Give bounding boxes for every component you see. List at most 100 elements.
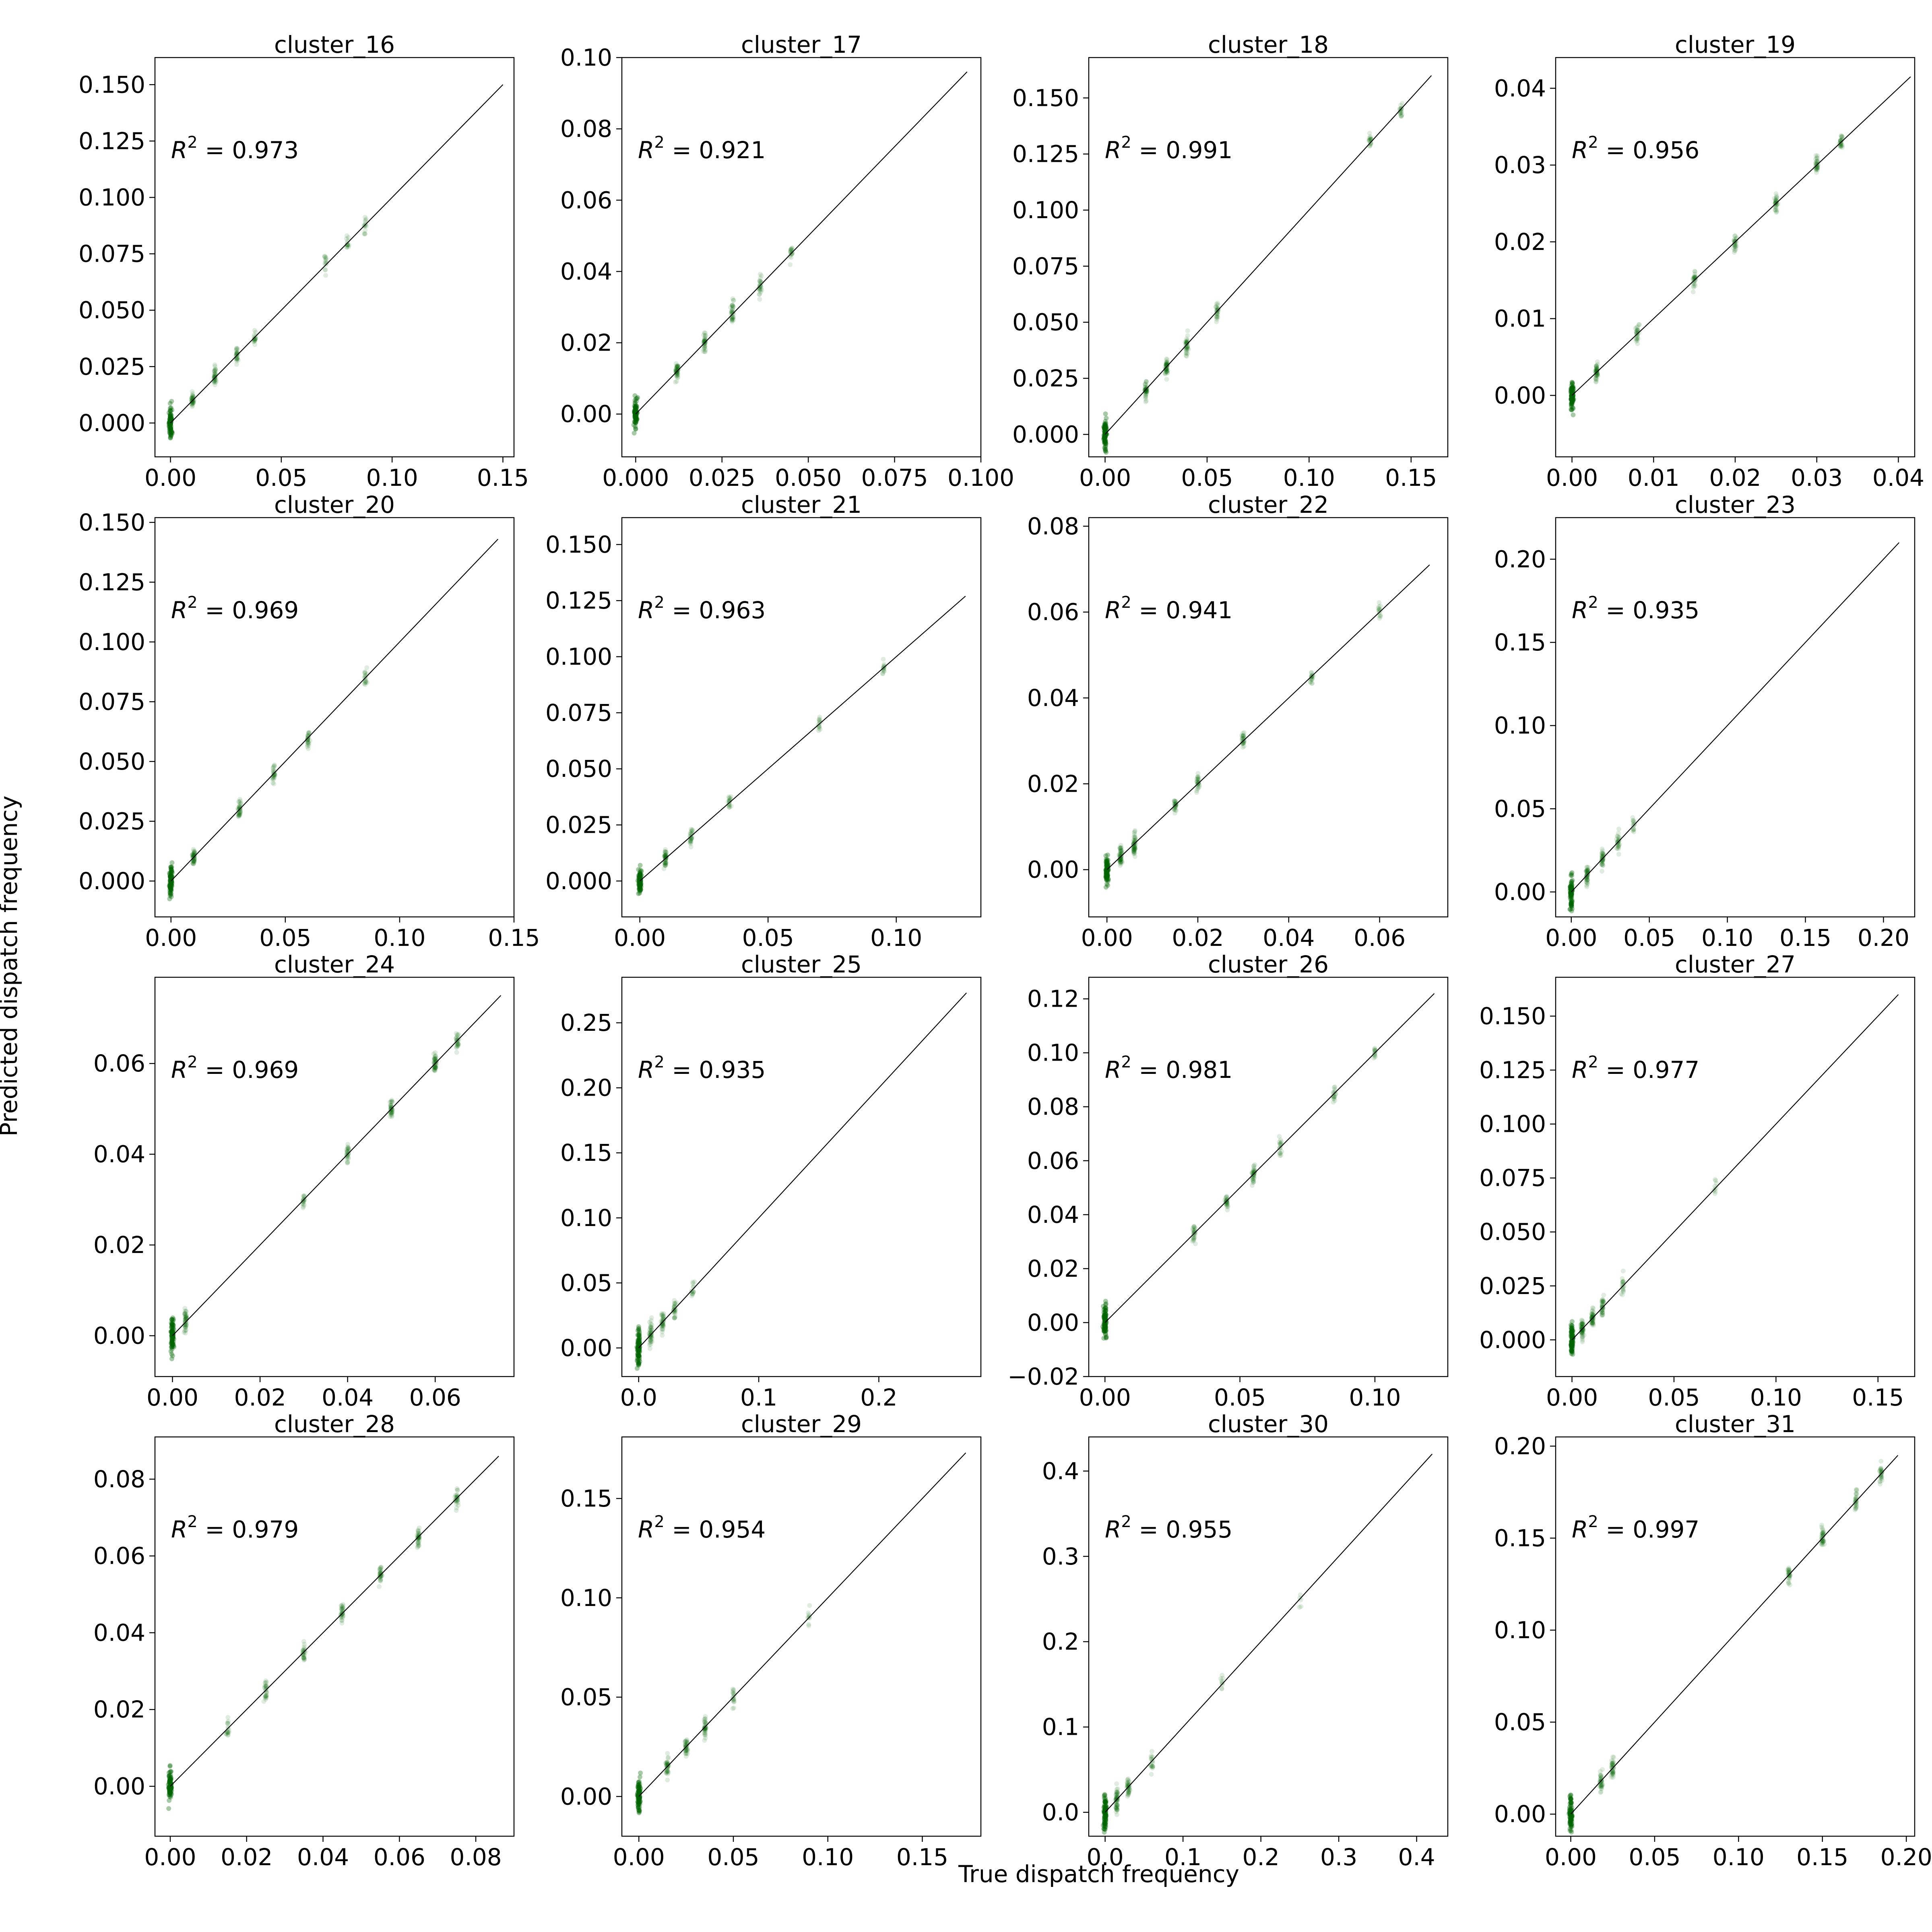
data-point — [1774, 208, 1779, 213]
data-point — [1693, 275, 1698, 281]
data-point — [168, 1769, 173, 1774]
data-point — [236, 814, 242, 819]
data-point — [1103, 1325, 1108, 1331]
data-point — [183, 1325, 188, 1330]
data-point — [1569, 1335, 1575, 1341]
data-point — [169, 894, 174, 899]
data-point — [1103, 868, 1108, 873]
data-point — [236, 812, 242, 817]
y-tick-label: 0.100 — [545, 643, 612, 671]
data-point — [1693, 269, 1698, 274]
data-point — [688, 838, 693, 843]
data-point — [1570, 1333, 1575, 1338]
data-point — [1569, 397, 1574, 402]
data-point — [1103, 439, 1108, 444]
data-point — [167, 415, 173, 420]
y-axis-title: Predicted dispatch frequency — [0, 796, 23, 1137]
data-point — [1165, 370, 1170, 376]
data-point — [1601, 1300, 1606, 1305]
data-point — [272, 768, 278, 774]
data-point — [169, 888, 174, 893]
data-point — [1191, 1224, 1197, 1230]
data-point — [1589, 1321, 1594, 1326]
data-point — [1103, 1322, 1108, 1327]
data-point — [169, 884, 174, 889]
data-point — [671, 1310, 676, 1315]
data-point — [389, 1114, 394, 1119]
data-point — [1590, 1320, 1595, 1325]
data-point — [637, 886, 642, 892]
data-point — [636, 1363, 641, 1368]
data-point — [702, 349, 708, 354]
data-point — [1580, 1334, 1585, 1340]
data-point — [1102, 1824, 1107, 1829]
data-point — [1569, 892, 1574, 896]
data-point — [729, 309, 734, 314]
data-point — [415, 1534, 420, 1539]
data-point — [1838, 139, 1843, 144]
data-point — [433, 1065, 438, 1070]
data-point — [1225, 1201, 1230, 1206]
data-point — [636, 1357, 641, 1362]
data-point — [1252, 1169, 1257, 1174]
data-point — [633, 420, 638, 425]
data-point — [1569, 1344, 1575, 1349]
data-point — [1214, 317, 1220, 322]
data-point — [637, 1331, 642, 1336]
data-point — [169, 1333, 174, 1338]
data-point — [455, 1041, 460, 1046]
data-point — [663, 853, 669, 858]
points-layer — [635, 656, 887, 896]
data-point — [730, 1691, 735, 1696]
data-point — [1615, 844, 1620, 849]
data-point — [169, 1345, 175, 1350]
data-point — [1569, 1348, 1575, 1353]
data-point — [675, 363, 680, 369]
y-tick-label: 0.025 — [545, 811, 612, 839]
data-point — [636, 1337, 641, 1342]
data-point — [1690, 289, 1696, 295]
data-point — [1279, 1149, 1284, 1154]
panel-title: cluster_26 — [1208, 951, 1329, 978]
data-point — [1101, 1325, 1106, 1331]
data-point — [633, 405, 638, 410]
data-point — [1184, 336, 1189, 341]
data-point — [1131, 848, 1136, 853]
data-point — [636, 1789, 641, 1794]
data-point — [1118, 855, 1123, 861]
data-point — [635, 1356, 640, 1361]
x-tick-label: 0.06 — [374, 1843, 425, 1871]
data-point — [389, 1099, 394, 1104]
data-point — [1118, 849, 1123, 854]
data-point — [1105, 862, 1110, 867]
data-point — [1184, 347, 1189, 352]
data-point — [378, 1579, 383, 1584]
data-point — [341, 1603, 346, 1608]
data-point — [1131, 846, 1137, 852]
data-point — [1601, 1305, 1606, 1311]
data-point — [634, 396, 640, 401]
data-point — [1215, 306, 1220, 311]
data-point — [1593, 380, 1599, 385]
data-point — [168, 405, 173, 411]
data-point — [1184, 354, 1189, 359]
data-point — [1103, 1308, 1108, 1313]
data-point — [1569, 902, 1574, 907]
data-point — [806, 1622, 811, 1627]
panel-title: cluster_17 — [741, 31, 862, 58]
x-tick-label: 0.3 — [1320, 1843, 1357, 1871]
data-point — [1372, 1053, 1377, 1058]
data-point — [378, 1567, 383, 1572]
data-point — [1173, 807, 1178, 813]
data-point — [637, 1796, 642, 1801]
data-point — [1102, 436, 1107, 442]
data-point — [1195, 776, 1201, 782]
data-point — [638, 887, 643, 892]
data-point — [167, 408, 173, 413]
data-point — [1102, 1326, 1107, 1331]
r2-annotation: R2 = 0.981 — [1105, 1053, 1232, 1084]
data-point — [1569, 389, 1575, 394]
data-point — [636, 878, 642, 883]
data-point — [702, 334, 708, 340]
data-point — [675, 367, 681, 372]
